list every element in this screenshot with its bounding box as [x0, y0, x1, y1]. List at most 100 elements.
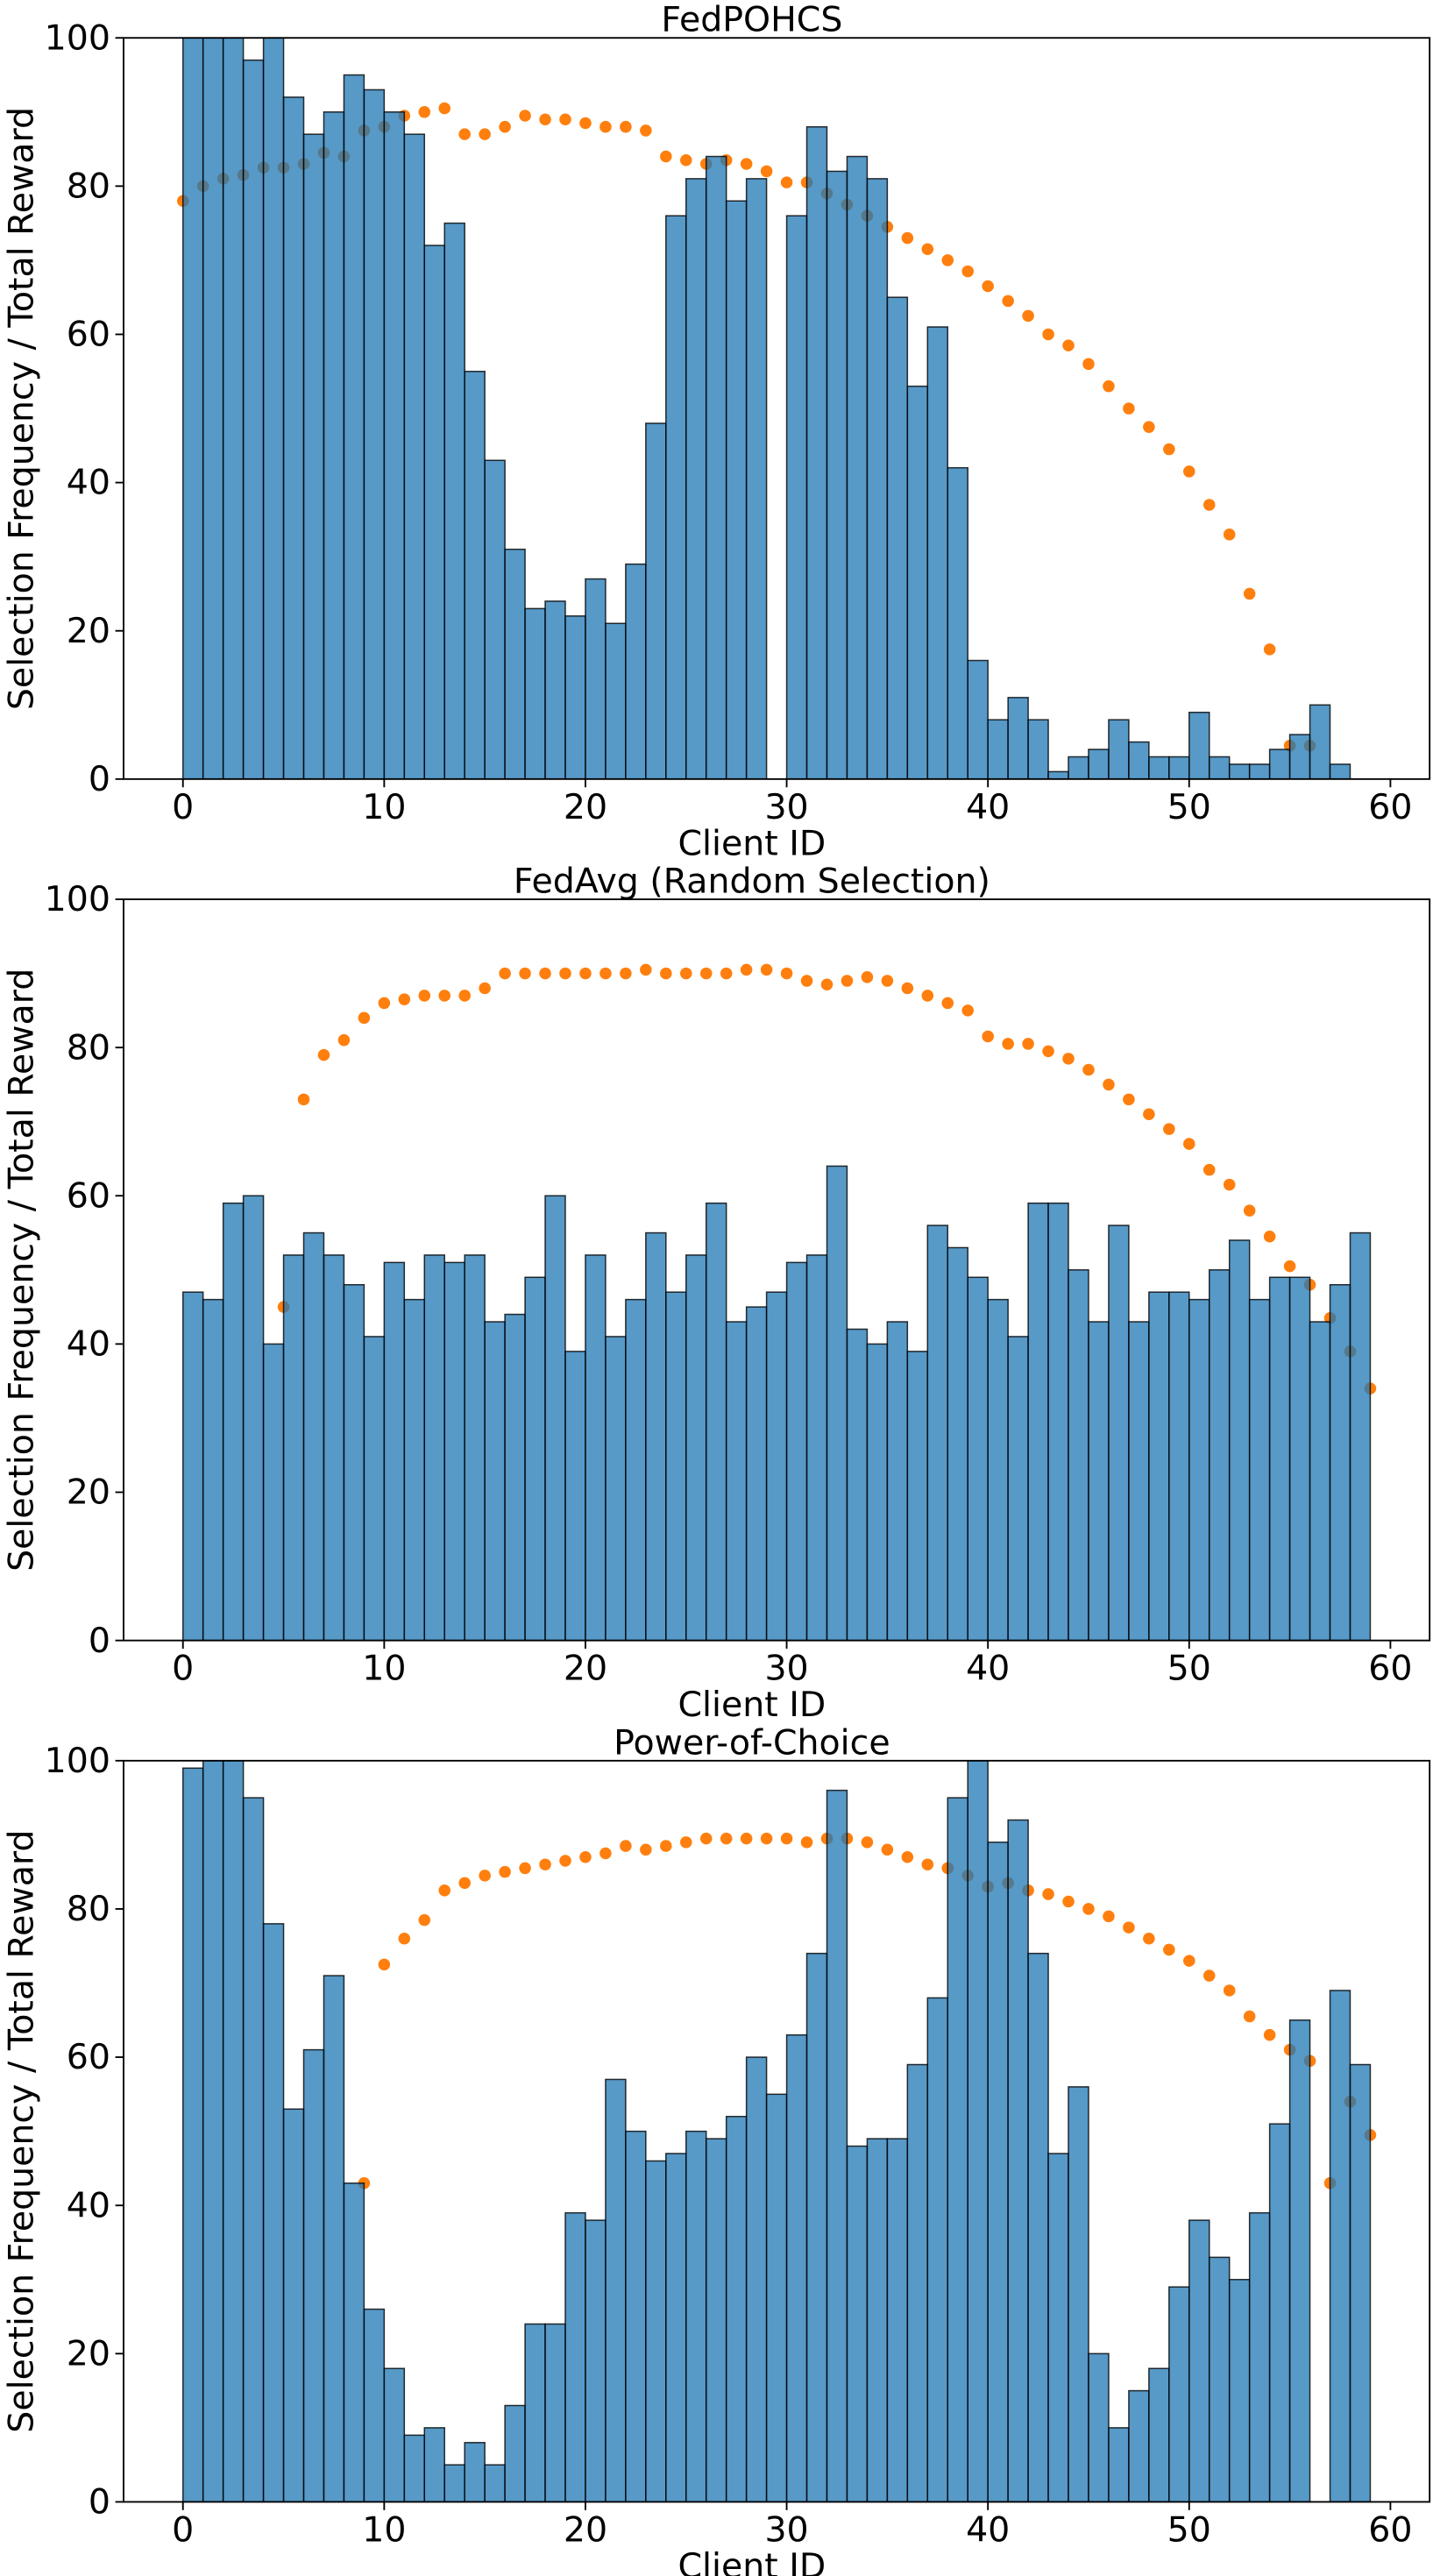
point — [901, 982, 914, 995]
panel: 0 10 20 30 40 50 60 0 20 40 60 80 100 Power-of-Choice… — [2, 1722, 1431, 2576]
point — [699, 1832, 713, 1845]
x-tick-label: 20 — [564, 787, 607, 827]
bar — [383, 111, 406, 779]
bar — [504, 548, 526, 779]
bar — [826, 1165, 848, 1641]
point — [740, 1832, 753, 1845]
bar — [866, 178, 889, 779]
bar — [585, 2219, 607, 2502]
bar — [1168, 2286, 1190, 2502]
point — [1143, 421, 1155, 433]
y-tick-label: 80 — [67, 166, 110, 206]
bar — [564, 1351, 586, 1641]
bar — [423, 2427, 445, 2502]
bar — [1228, 763, 1251, 779]
point — [1183, 1138, 1195, 1150]
bar — [1108, 2427, 1130, 2502]
point — [418, 1913, 431, 1927]
bar — [605, 2078, 627, 2502]
point — [1042, 1045, 1054, 1058]
bar — [323, 1254, 345, 1641]
point — [800, 1836, 813, 1849]
point — [660, 150, 672, 163]
bar — [1108, 1224, 1130, 1641]
bar — [1248, 763, 1271, 779]
bar — [524, 607, 546, 779]
y-tick-label: 40 — [67, 1324, 110, 1365]
point — [921, 990, 934, 1002]
bar — [886, 2138, 909, 2502]
chart-title: Power-of-Choice — [614, 1722, 890, 1763]
bar — [484, 1321, 506, 1641]
point — [679, 153, 692, 167]
point — [941, 254, 954, 266]
bar — [1188, 2219, 1210, 2502]
bar — [504, 1313, 526, 1641]
bar — [906, 385, 929, 779]
point — [1143, 1108, 1155, 1121]
point — [1223, 529, 1236, 541]
bar — [1228, 1239, 1251, 1641]
bar — [363, 1336, 386, 1641]
bar — [1268, 749, 1291, 779]
point — [841, 975, 854, 987]
bar — [343, 2182, 365, 2502]
bar — [846, 2145, 869, 2502]
point — [1002, 295, 1014, 308]
bar — [564, 615, 586, 779]
point — [438, 102, 450, 115]
bar — [1349, 2063, 1372, 2502]
y-tick-label: 80 — [67, 1027, 110, 1068]
point — [720, 1832, 733, 1845]
bar — [544, 600, 566, 779]
point — [438, 990, 450, 1002]
point — [1062, 1053, 1075, 1065]
x-tick-label: 30 — [764, 787, 808, 827]
bar — [625, 563, 647, 779]
point — [780, 967, 793, 980]
point — [1123, 1921, 1135, 1934]
bar — [1088, 749, 1110, 779]
bar — [625, 1298, 647, 1641]
bar — [665, 1291, 687, 1641]
point — [1103, 380, 1115, 393]
bar — [464, 2442, 486, 2502]
point — [780, 1832, 793, 1845]
point — [559, 1855, 571, 1867]
bar — [805, 1952, 828, 2502]
bar — [181, 38, 204, 779]
bar — [1248, 1298, 1271, 1641]
y-tick-label: 40 — [67, 463, 110, 503]
point — [740, 963, 753, 976]
bar — [524, 1276, 546, 1641]
point — [820, 978, 834, 991]
point — [479, 128, 491, 140]
point — [861, 1836, 874, 1849]
axes-frame — [123, 898, 1431, 1642]
bar — [524, 2323, 546, 2502]
x-tick-label: 40 — [966, 1649, 1010, 1689]
bar — [745, 178, 768, 779]
point — [1143, 1933, 1155, 1945]
bar — [725, 200, 748, 779]
bar — [805, 125, 828, 779]
bar — [866, 1343, 889, 1641]
bar — [262, 1923, 285, 2502]
bar — [1268, 2123, 1291, 2502]
point — [539, 1858, 551, 1870]
point — [1082, 1903, 1095, 1915]
point — [1263, 1231, 1276, 1243]
bar — [705, 155, 727, 779]
bar — [403, 133, 426, 779]
point — [620, 120, 632, 133]
point — [941, 997, 954, 1010]
point — [1223, 1178, 1236, 1191]
bar — [1068, 756, 1089, 779]
bar — [645, 2160, 667, 2502]
bar — [222, 38, 245, 779]
bar — [181, 1767, 204, 2502]
bar — [1168, 756, 1190, 779]
bar — [605, 622, 627, 779]
bar — [202, 38, 224, 779]
bar — [1128, 2389, 1150, 2502]
